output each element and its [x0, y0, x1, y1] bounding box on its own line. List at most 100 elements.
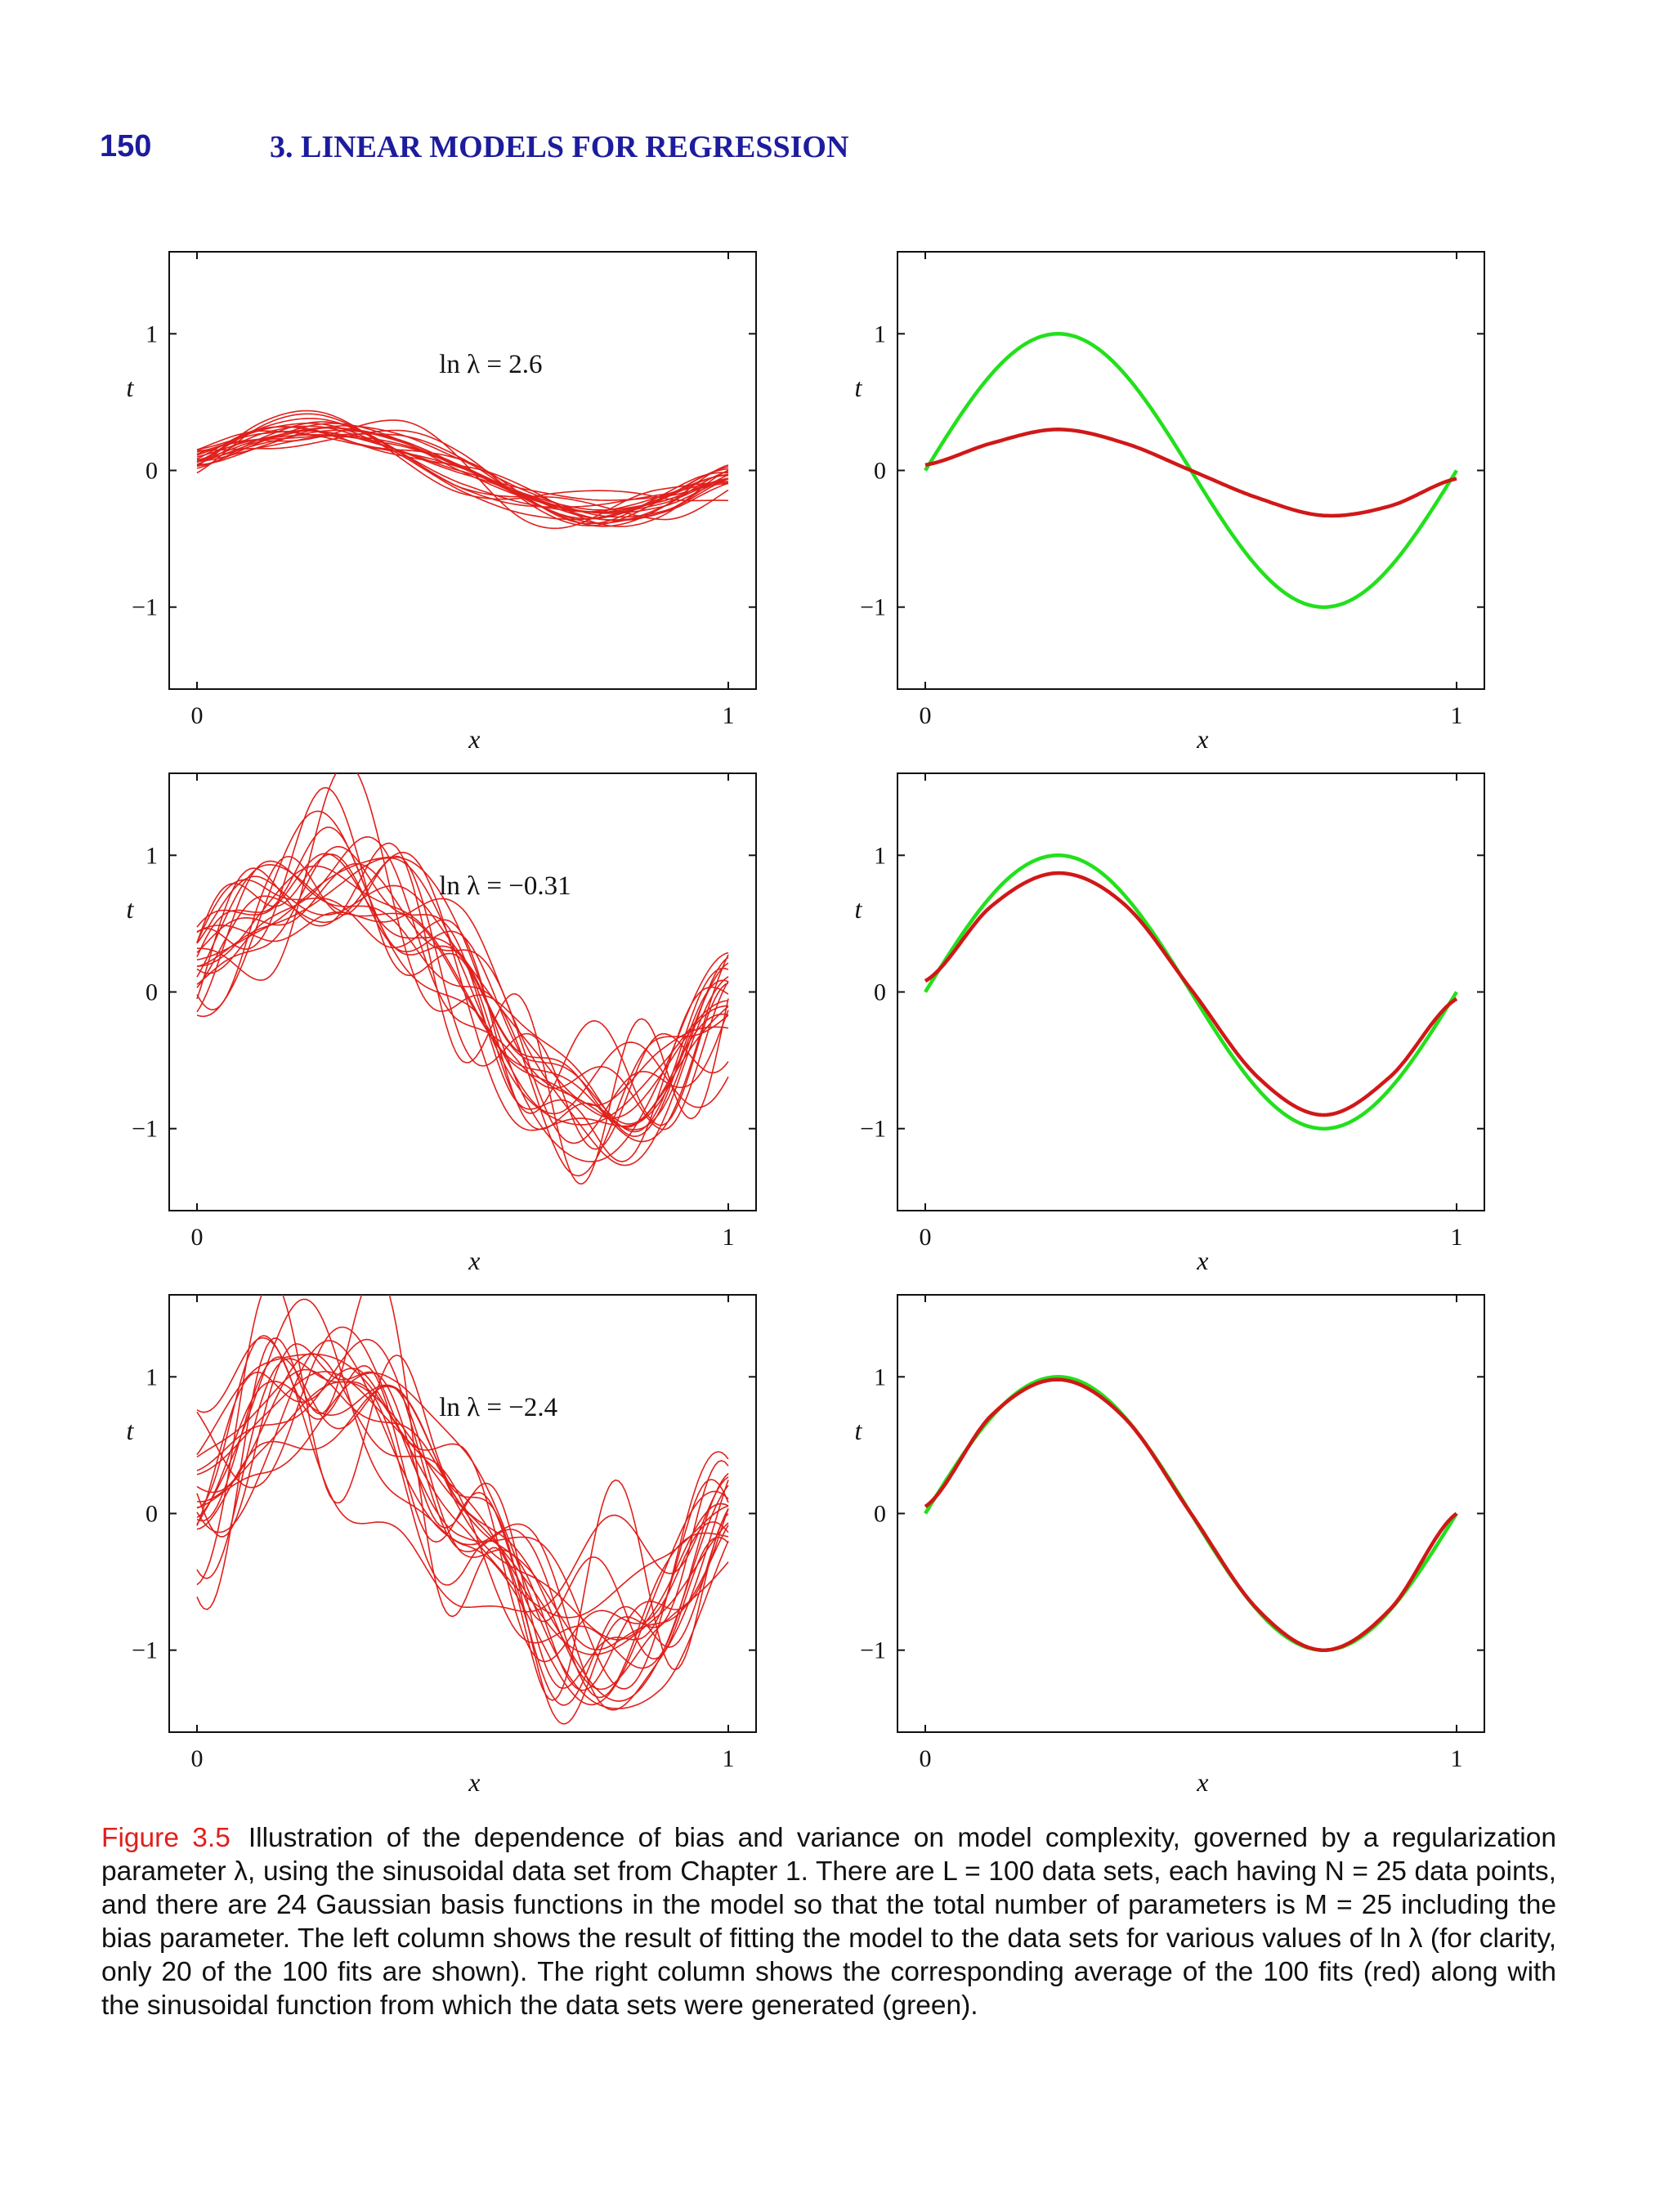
fit-curve: [196, 430, 729, 501]
y-tick-label: 0: [874, 979, 886, 1006]
y-tick-label: 0: [145, 458, 158, 485]
fit-curve: [196, 855, 729, 1150]
lambda-annotation: ln λ = −2.4: [439, 1393, 557, 1422]
fit-curve: [196, 1372, 729, 1709]
plot-frame: [168, 772, 757, 1211]
fit-curve: [196, 1295, 729, 1701]
fit-curve: [196, 1340, 729, 1706]
x-axis-label: x: [468, 724, 480, 754]
y-tick-label: 1: [874, 320, 886, 347]
lambda-annotation: ln λ = 2.6: [439, 350, 542, 379]
y-tick-label: 0: [874, 458, 886, 485]
y-tick-label: −1: [860, 1116, 886, 1143]
y-axis-label: t: [127, 894, 135, 924]
y-axis-label: t: [127, 373, 135, 402]
caption-text: Illustration of the dependence of bias a…: [101, 1823, 1556, 2021]
fit-curve: [196, 429, 729, 526]
fit-curve: [196, 898, 729, 1166]
fit-curve: [197, 773, 729, 1138]
x-tick-label: 0: [191, 1224, 204, 1251]
y-tick-label: −1: [860, 594, 886, 621]
chapter-title: 3. LINEAR MODELS FOR REGRESSION: [270, 130, 849, 164]
x-tick-label: 1: [723, 1745, 735, 1772]
x-tick-label: 0: [920, 702, 932, 729]
average-fit-curve: [924, 428, 1457, 518]
y-tick-label: 1: [874, 842, 886, 869]
left-row-1-chart: 0 1 1 0 −1 x t ln λ = 2.6: [127, 251, 757, 754]
fit-curve: [196, 1337, 729, 1613]
plot-frame: [168, 251, 757, 690]
y-tick-label: 1: [145, 842, 158, 869]
fit-curve: [196, 826, 729, 1128]
fit-curve: [196, 875, 729, 1107]
fit-curve: [196, 879, 729, 1133]
fit-curve: [196, 1353, 729, 1619]
fit-curve: [196, 1371, 729, 1655]
caption-label: Figure 3.5: [101, 1823, 231, 1853]
fit-curve: [196, 413, 729, 513]
fit-curve: [196, 410, 729, 502]
y-tick-label: 1: [874, 1363, 886, 1390]
x-axis-label: x: [468, 1246, 480, 1275]
fit-curve: [196, 434, 729, 524]
fit-curve: [196, 1358, 729, 1706]
y-tick-label: −1: [132, 1116, 158, 1143]
x-axis-label: x: [1196, 724, 1208, 754]
fit-curve: [196, 863, 729, 1143]
fit-curve: [196, 423, 729, 521]
fit-curve: [196, 786, 729, 1126]
fit-curve: [196, 810, 729, 1115]
fit-curve: [196, 418, 729, 508]
right-row-2-chart: 0 1 1 0 −1 x t: [855, 772, 1485, 1275]
y-axis-label: t: [855, 373, 863, 402]
fit-curve: [196, 835, 729, 1131]
x-tick-label: 0: [191, 702, 204, 729]
fit-curve: [196, 853, 729, 1131]
x-tick-label: 1: [1451, 702, 1463, 729]
fit-curve: [196, 430, 729, 527]
right-row-3-chart: 0 1 1 0 −1 x t: [855, 1294, 1485, 1797]
fit-curve: [196, 1368, 729, 1650]
x-axis-label: x: [1196, 1246, 1208, 1275]
fit-curve: [196, 1381, 729, 1702]
fit-curve: [196, 426, 729, 527]
y-axis-label: t: [855, 1416, 863, 1445]
y-tick-label: −1: [132, 1637, 158, 1664]
fit-curve: [196, 1326, 729, 1690]
fit-curve: [196, 1338, 729, 1699]
right-row-1-chart: 0 1 1 0 −1 x t: [855, 251, 1485, 754]
x-tick-label: 0: [920, 1745, 932, 1772]
fit-curve: [196, 1343, 729, 1690]
left-row-2-chart: 0 1 1 0 −1 x t ln λ = −0.31: [127, 772, 757, 1275]
y-tick-label: 1: [145, 320, 158, 347]
fit-curve: [196, 419, 729, 530]
x-tick-label: 0: [191, 1745, 204, 1772]
fit-curve: [196, 846, 729, 1162]
fit-curve: [196, 1298, 729, 1711]
x-axis-label: x: [468, 1767, 480, 1797]
x-axis-label: x: [1196, 1767, 1208, 1797]
left-row-3-chart: 0 1 1 0 −1 x t ln λ = −2.4: [127, 1294, 757, 1797]
y-tick-label: −1: [132, 594, 158, 621]
lambda-annotation: ln λ = −0.31: [439, 871, 571, 901]
y-tick-label: 0: [145, 979, 158, 1006]
x-tick-label: 1: [1451, 1224, 1463, 1251]
page-number: 150: [100, 129, 152, 163]
fit-curve: [196, 857, 729, 1126]
x-tick-label: 1: [1451, 1745, 1463, 1772]
y-tick-label: 1: [145, 1363, 158, 1390]
x-tick-label: 0: [920, 1224, 932, 1251]
average-fit-curve: [924, 1377, 1458, 1652]
y-axis-label: t: [127, 1416, 135, 1445]
y-axis-label: t: [855, 894, 863, 924]
y-tick-label: 0: [145, 1501, 158, 1528]
fit-curve: [196, 1386, 729, 1690]
figure-caption: Figure 3.5 Illustration of the dependence…: [101, 1821, 1556, 2022]
x-tick-label: 1: [723, 702, 735, 729]
x-tick-label: 1: [723, 1224, 735, 1251]
fit-curve: [196, 1295, 729, 1725]
y-tick-label: −1: [860, 1637, 886, 1664]
y-tick-label: 0: [874, 1501, 886, 1528]
average-fit-curve: [924, 871, 1458, 1117]
